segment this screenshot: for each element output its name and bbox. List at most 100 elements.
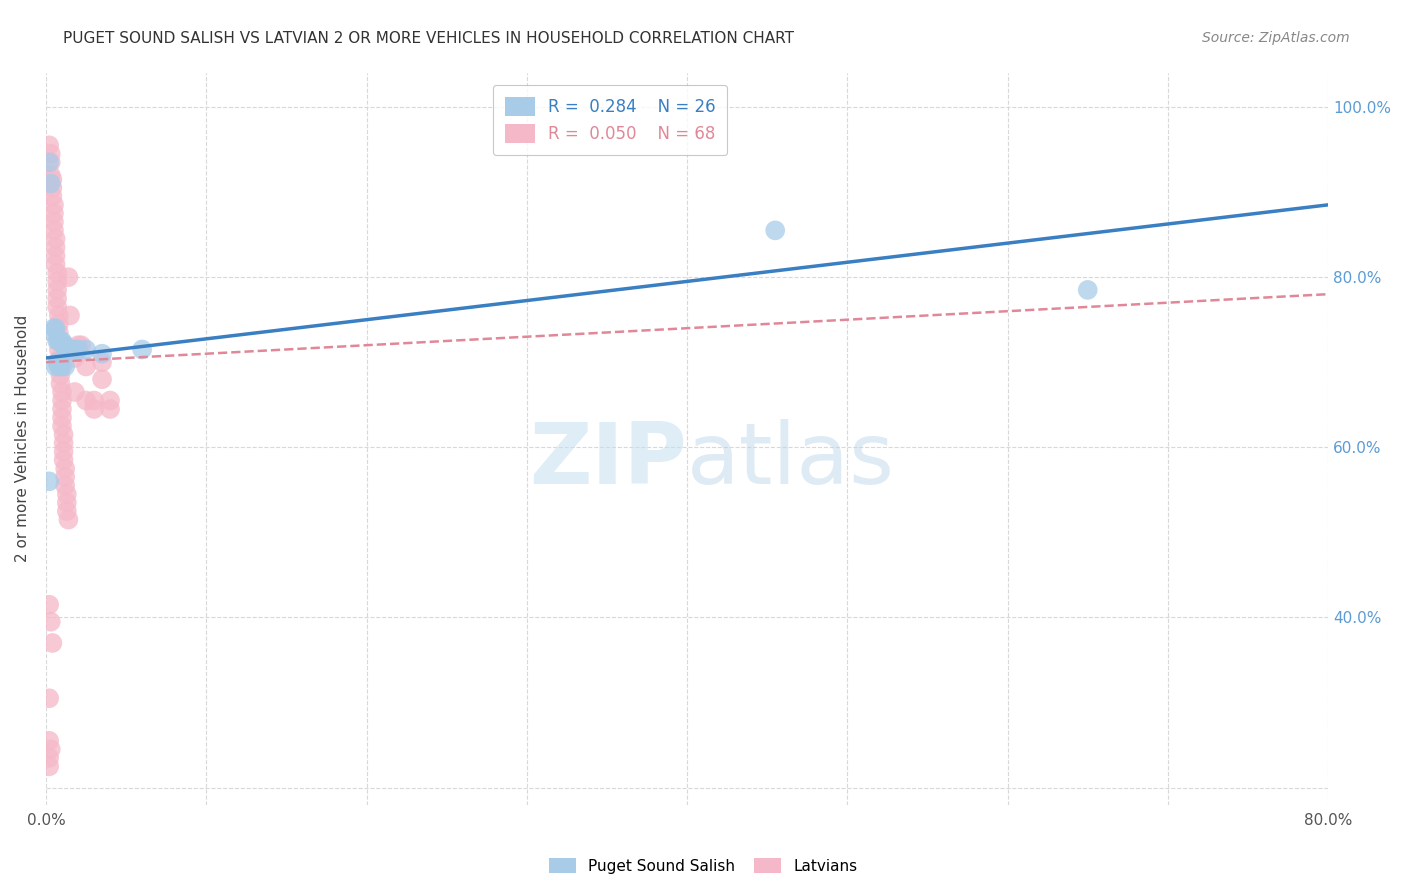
Point <box>38 138 60 153</box>
Point <box>39 155 62 169</box>
Point <box>49 334 72 348</box>
Point <box>51 384 73 399</box>
Point <box>59 343 82 357</box>
Point <box>53 359 76 374</box>
Point <box>56 495 79 509</box>
Point <box>52 338 75 352</box>
Text: atlas: atlas <box>688 419 896 502</box>
Point <box>45 240 67 254</box>
Point <box>91 372 114 386</box>
Point <box>763 223 786 237</box>
Point <box>51 419 73 434</box>
Point <box>45 359 67 374</box>
Point <box>45 321 67 335</box>
Point <box>63 384 86 399</box>
Point <box>48 359 70 374</box>
Point <box>51 334 73 348</box>
Point <box>48 343 70 357</box>
Point <box>131 343 153 357</box>
Point <box>48 317 70 331</box>
Point <box>98 402 121 417</box>
Point <box>75 343 97 357</box>
Text: ZIP: ZIP <box>529 419 688 502</box>
Point <box>51 410 73 425</box>
Point <box>38 598 60 612</box>
Point <box>75 393 97 408</box>
Point <box>49 351 72 365</box>
Point <box>45 232 67 246</box>
Legend: R =  0.284    N = 26, R =  0.050    N = 68: R = 0.284 N = 26, R = 0.050 N = 68 <box>494 85 727 155</box>
Point <box>63 343 86 357</box>
Point <box>49 359 72 374</box>
Point <box>70 338 93 352</box>
Point <box>91 347 114 361</box>
Point <box>66 338 89 352</box>
Point <box>38 691 60 706</box>
Point <box>63 351 86 365</box>
Point <box>45 257 67 271</box>
Point <box>66 343 89 357</box>
Point <box>59 309 82 323</box>
Point <box>48 309 70 323</box>
Point <box>60 343 83 357</box>
Text: Source: ZipAtlas.com: Source: ZipAtlas.com <box>1202 31 1350 45</box>
Point <box>58 270 80 285</box>
Point <box>46 266 69 280</box>
Point <box>48 334 70 348</box>
Point <box>56 504 79 518</box>
Point <box>51 393 73 408</box>
Point <box>46 283 69 297</box>
Point <box>53 478 76 492</box>
Point <box>42 321 65 335</box>
Point <box>48 334 70 348</box>
Point <box>42 198 65 212</box>
Point <box>58 513 80 527</box>
Point <box>41 181 63 195</box>
Point <box>46 355 69 369</box>
Point <box>39 146 62 161</box>
Point <box>39 168 62 182</box>
Point <box>53 338 76 352</box>
Point <box>49 368 72 382</box>
Point <box>42 223 65 237</box>
Point <box>42 215 65 229</box>
Point <box>38 733 60 747</box>
Point <box>45 249 67 263</box>
Point <box>83 393 105 408</box>
Point <box>38 751 60 765</box>
Point <box>53 470 76 484</box>
Point <box>42 206 65 220</box>
Point <box>38 155 60 169</box>
Point <box>46 300 69 314</box>
Point <box>41 636 63 650</box>
Point <box>52 436 75 450</box>
Point <box>52 453 75 467</box>
Point <box>75 359 97 374</box>
Point <box>52 444 75 458</box>
Point <box>46 292 69 306</box>
Point <box>38 759 60 773</box>
Y-axis label: 2 or more Vehicles in Household: 2 or more Vehicles in Household <box>15 315 30 563</box>
Point <box>1077 283 1099 297</box>
Point <box>91 355 114 369</box>
Point <box>39 615 62 629</box>
Text: PUGET SOUND SALISH VS LATVIAN 2 OR MORE VEHICLES IN HOUSEHOLD CORRELATION CHART: PUGET SOUND SALISH VS LATVIAN 2 OR MORE … <box>63 31 794 46</box>
Point <box>98 393 121 408</box>
Point <box>39 177 62 191</box>
Point <box>41 326 63 340</box>
Point <box>52 427 75 442</box>
Point <box>46 334 69 348</box>
Point <box>48 326 70 340</box>
Point <box>53 461 76 475</box>
Point <box>41 172 63 186</box>
Point <box>83 402 105 417</box>
Point <box>46 274 69 288</box>
Point <box>56 487 79 501</box>
Point <box>51 402 73 417</box>
Point <box>49 355 72 369</box>
Point <box>41 189 63 203</box>
Legend: Puget Sound Salish, Latvians: Puget Sound Salish, Latvians <box>543 852 863 880</box>
Point <box>49 376 72 391</box>
Point <box>39 742 62 756</box>
Point <box>38 475 60 489</box>
